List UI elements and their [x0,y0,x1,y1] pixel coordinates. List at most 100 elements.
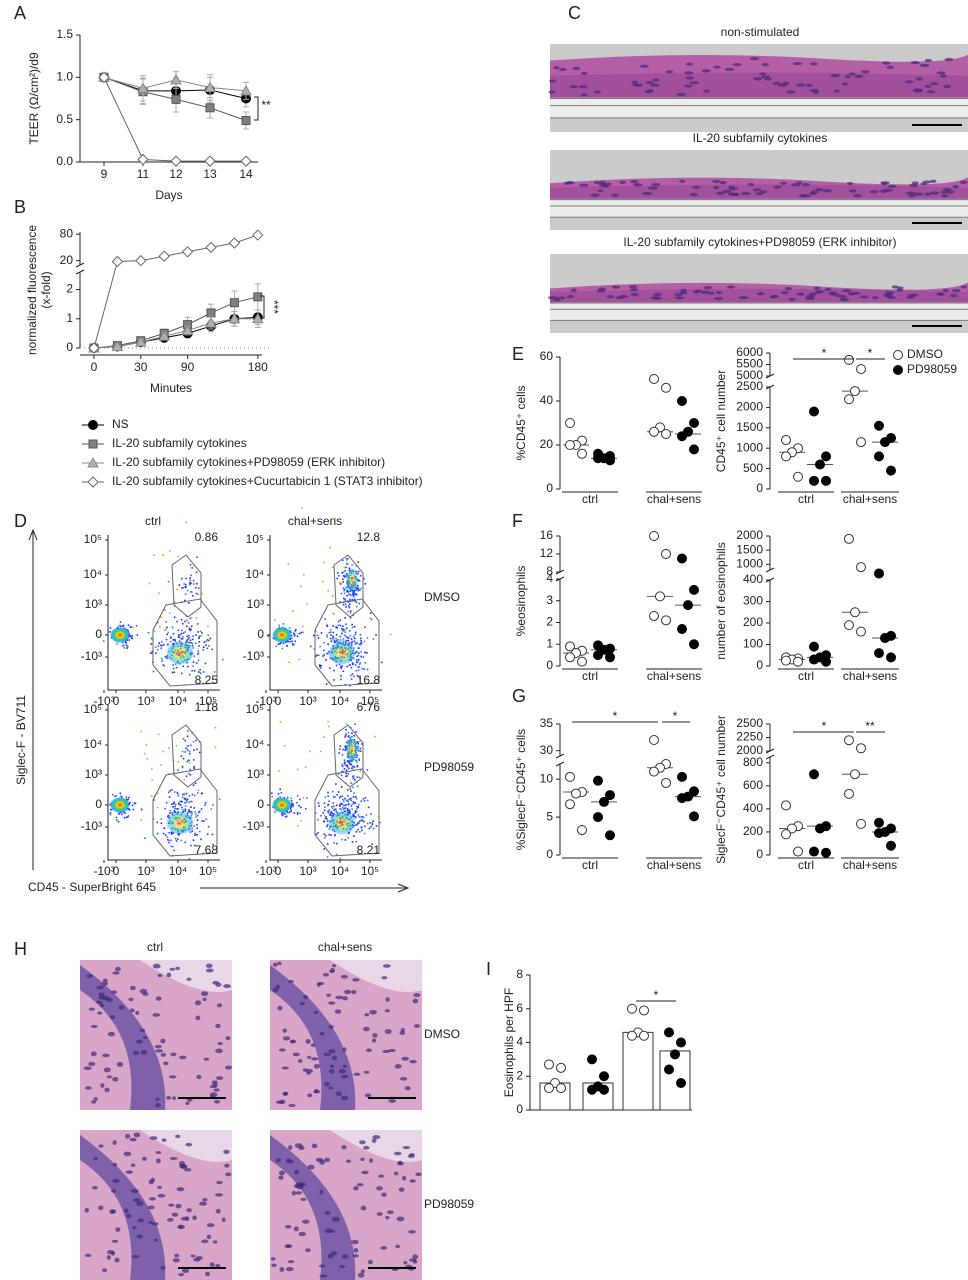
event-dot [185,585,187,588]
nucleus [369,1158,374,1163]
event-dot [279,721,282,723]
event-dot [349,797,352,800]
event-dot [166,657,169,660]
event-dot [207,639,210,642]
y-tick-label: 0 [756,481,763,495]
event-dot [161,660,163,662]
event-dot [353,675,355,678]
event-dot [347,772,350,775]
dot [781,829,791,840]
nucleus [203,1057,210,1061]
nucleus [275,1100,284,1104]
nucleus [272,962,278,967]
event-dot [195,642,197,644]
nucleus [393,1151,402,1156]
event-dot [189,761,191,764]
gate-value: 16.8 [357,673,381,687]
density-core [166,811,194,835]
nucleus [277,1005,283,1011]
event-dot [296,768,299,771]
gate [314,598,380,687]
event-dot [189,627,191,629]
event-dot [333,842,335,844]
event-dot [201,592,203,595]
dot [577,656,587,667]
event-dot [348,760,351,762]
event-dot [176,620,178,623]
nucleus [386,1210,394,1215]
event-dot [180,755,183,757]
panel-label: B [14,197,26,217]
nucleus [115,1227,121,1232]
event-dot [299,798,301,801]
nucleus [282,1036,291,1041]
nucleus [395,1244,401,1249]
event-dot [177,838,179,840]
y-tick-label: 1500 [736,420,763,434]
nucleus [566,181,575,185]
nucleus [338,1265,346,1269]
y-tick-label: 2000 [736,528,763,542]
image-title: IL-20 subfamily cytokines+PD98059 (ERK i… [623,235,896,249]
nucleus [633,183,643,187]
event-dot [188,750,191,753]
nucleus [415,1172,422,1177]
event-dot [172,845,174,848]
nucleus [166,1095,172,1100]
dot [821,656,831,667]
event-dot [357,814,360,816]
y-axis-label: Siglec-F - BV711 [14,695,28,785]
event-dot [169,637,172,639]
nucleus [215,1048,223,1054]
nucleus [630,180,639,184]
marker [205,103,215,113]
event-dot [346,809,349,812]
event-dot [345,733,347,736]
event-dot [125,816,128,819]
nucleus [683,84,693,88]
event-dot [195,739,197,742]
gate-value: 7.68 [195,843,219,857]
nucleus [195,1015,201,1021]
event-dot [189,774,192,776]
row-label: DMSO [424,1027,460,1041]
nucleus [905,80,914,84]
event-dot [345,627,348,630]
nucleus [205,968,214,973]
gate [314,768,380,857]
y-tick-label: 10⁵ [246,702,264,716]
event-dot [353,598,356,601]
panel-label: A [14,3,26,23]
nucleus [630,292,639,297]
event-dot [201,632,203,634]
x-tick-label: 11 [137,167,150,181]
nucleus [761,62,769,67]
y-tick-label: 200 [743,824,763,838]
nucleus [846,181,854,186]
nucleus [160,1052,166,1057]
density-core [328,811,356,835]
nucleus [221,1217,226,1223]
event-dot [340,674,342,677]
event-dot [277,793,280,795]
event-dot [356,660,359,663]
event-dot [296,825,299,827]
event-dot [379,821,381,824]
event-dot [322,812,325,814]
event-dot [212,804,214,806]
event-dot [359,770,361,773]
event-dot [168,796,171,799]
event-dot [191,645,194,647]
event-dot [184,805,187,807]
event-dot [183,792,186,795]
dot [599,1084,609,1095]
event-dot [343,768,346,770]
event-dot [286,645,288,647]
event-dot [346,589,349,592]
event-dot [320,664,323,667]
event-dot [184,593,187,595]
event-dot [184,808,187,810]
dot [689,418,699,428]
event-dot [349,763,352,765]
event-dot [328,667,331,669]
